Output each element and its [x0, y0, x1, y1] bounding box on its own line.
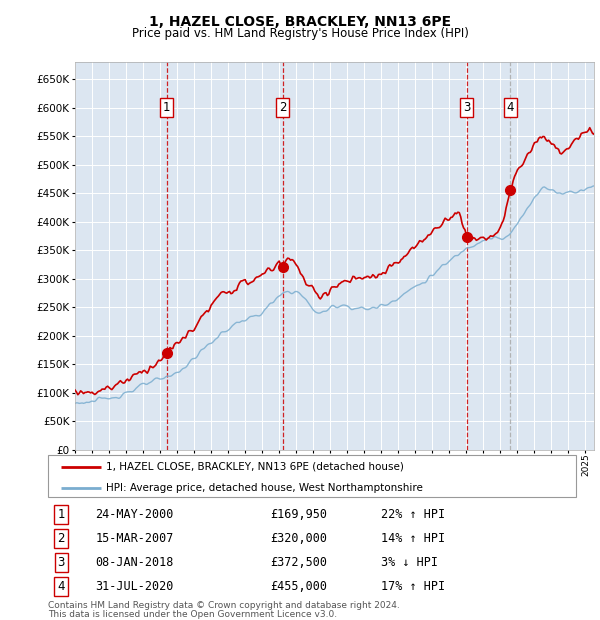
Text: 3: 3: [463, 101, 470, 114]
Text: £455,000: £455,000: [270, 580, 327, 593]
Text: 2: 2: [58, 532, 65, 545]
Text: £169,950: £169,950: [270, 508, 327, 521]
Text: 08-JAN-2018: 08-JAN-2018: [95, 556, 174, 569]
Text: 4: 4: [58, 580, 65, 593]
Text: 1: 1: [163, 101, 170, 114]
Text: 4: 4: [506, 101, 514, 114]
Text: Contains HM Land Registry data © Crown copyright and database right 2024.: Contains HM Land Registry data © Crown c…: [48, 601, 400, 611]
Text: 2: 2: [279, 101, 286, 114]
Text: 3% ↓ HPI: 3% ↓ HPI: [380, 556, 437, 569]
Text: £320,000: £320,000: [270, 532, 327, 545]
Text: 17% ↑ HPI: 17% ↑ HPI: [380, 580, 445, 593]
Text: 24-MAY-2000: 24-MAY-2000: [95, 508, 174, 521]
Text: 31-JUL-2020: 31-JUL-2020: [95, 580, 174, 593]
Text: 3: 3: [58, 556, 65, 569]
Text: 1, HAZEL CLOSE, BRACKLEY, NN13 6PE (detached house): 1, HAZEL CLOSE, BRACKLEY, NN13 6PE (deta…: [106, 462, 404, 472]
Text: HPI: Average price, detached house, West Northamptonshire: HPI: Average price, detached house, West…: [106, 483, 423, 493]
Text: 1, HAZEL CLOSE, BRACKLEY, NN13 6PE: 1, HAZEL CLOSE, BRACKLEY, NN13 6PE: [149, 15, 451, 29]
Text: £372,500: £372,500: [270, 556, 327, 569]
Text: 15-MAR-2007: 15-MAR-2007: [95, 532, 174, 545]
Text: 14% ↑ HPI: 14% ↑ HPI: [380, 532, 445, 545]
Text: 1: 1: [58, 508, 65, 521]
Text: This data is licensed under the Open Government Licence v3.0.: This data is licensed under the Open Gov…: [48, 610, 337, 619]
Text: Price paid vs. HM Land Registry's House Price Index (HPI): Price paid vs. HM Land Registry's House …: [131, 27, 469, 40]
Text: 22% ↑ HPI: 22% ↑ HPI: [380, 508, 445, 521]
